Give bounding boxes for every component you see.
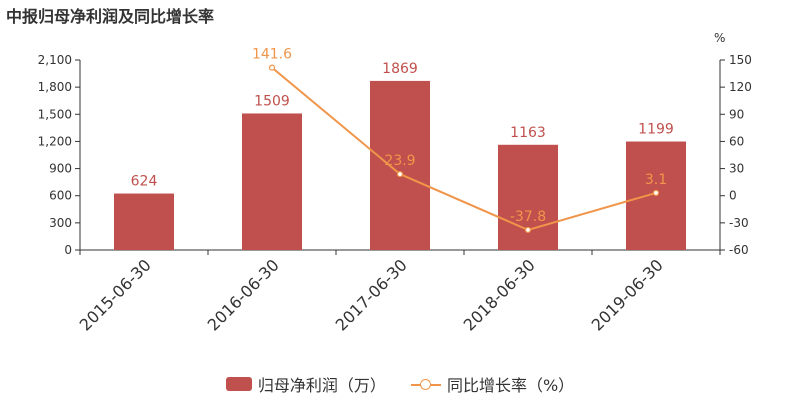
y-right-tick-label: 90 xyxy=(729,107,744,121)
growth-value-label: 23.9 xyxy=(384,153,415,169)
y-left-tick-label: 2,100 xyxy=(38,53,72,67)
bar-value-label: 624 xyxy=(131,174,158,190)
y-right-tick-label: -30 xyxy=(729,216,749,230)
bar-value-label: 1869 xyxy=(382,61,418,77)
legend-swatch-bar xyxy=(225,377,252,391)
bar xyxy=(370,80,430,251)
y-left-tick-label: 1,200 xyxy=(38,134,72,148)
growth-point xyxy=(652,189,660,197)
legend-swatch-line xyxy=(410,377,441,391)
legend: 归母净利润（万） 同比增长率（%） xyxy=(0,372,800,396)
y-right-unit: % xyxy=(714,31,725,45)
growth-line xyxy=(271,66,657,231)
y-right-tick-label: 150 xyxy=(729,53,752,67)
growth-point xyxy=(268,64,276,71)
legend-item-growth[interactable]: 同比增长率（%） xyxy=(410,372,575,396)
growth-point xyxy=(396,170,404,178)
legend-label-growth: 同比增长率（%） xyxy=(446,376,575,395)
x-tick-label: 2016-06-30 xyxy=(204,255,283,334)
growth-value-label: 141.6 xyxy=(252,47,292,63)
x-tick-label: 2015-06-30 xyxy=(76,255,155,334)
y-left-tick-label: 1,800 xyxy=(38,80,72,94)
y-right-tick-label: 120 xyxy=(729,80,752,94)
growth-point xyxy=(524,226,532,234)
x-tick-label: 2018-06-30 xyxy=(460,255,539,334)
legend-item-profit[interactable]: 归母净利润（万） xyxy=(225,372,386,396)
growth-value-label: 3.1 xyxy=(645,172,667,188)
x-tick-label: 2019-06-30 xyxy=(588,255,667,334)
bar xyxy=(114,193,174,250)
x-tick-label: 2017-06-30 xyxy=(332,255,411,334)
y-left-tick-label: 900 xyxy=(49,162,72,176)
y-left-tick-label: 1,500 xyxy=(38,107,72,121)
y-right-tick-label: -60 xyxy=(729,243,749,257)
y-right-tick-label: 30 xyxy=(729,162,744,176)
y-left-tick-label: 300 xyxy=(49,216,72,230)
y-left-tick-label: 600 xyxy=(49,189,72,203)
bar-value-label: 1509 xyxy=(254,93,290,109)
chart-title: 中报归母净利润及同比增长率 xyxy=(6,7,215,26)
bar xyxy=(242,113,302,250)
y-right-tick-label: 0 xyxy=(729,189,737,203)
bar-value-label: 1163 xyxy=(510,125,546,141)
legend-label-profit: 归母净利润（万） xyxy=(257,376,386,395)
bar xyxy=(498,144,558,250)
y-left-tick-label: 0 xyxy=(64,243,72,257)
growth-value-label: -37.8 xyxy=(510,209,546,225)
bar-value-label: 1199 xyxy=(638,122,674,138)
y-right-tick-label: 60 xyxy=(729,134,744,148)
